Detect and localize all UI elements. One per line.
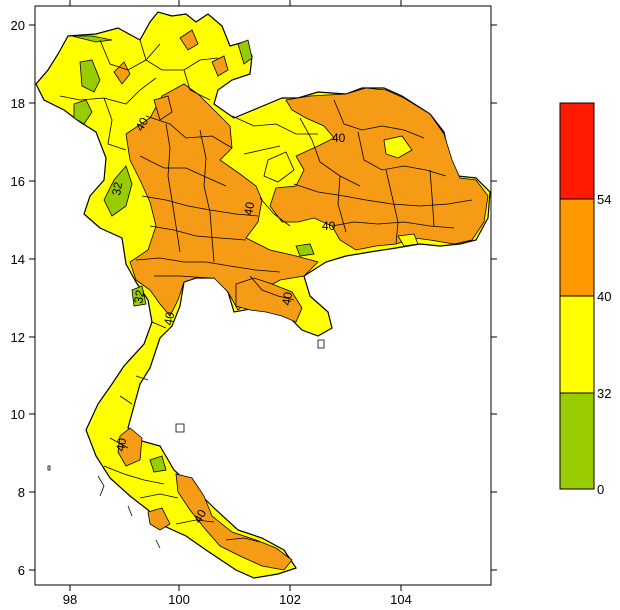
legend-label-0: 0 [597,482,604,497]
green-north [237,39,253,65]
y-tick-10: 10 [11,407,25,422]
legend-label-40: 40 [597,289,611,304]
legend-swatch-yellow [559,295,595,394]
x-tick-102: 102 [279,592,301,607]
green-south [149,455,167,473]
y-tick-12: 12 [11,330,25,345]
province-boundaries [59,39,473,543]
green-nw-1 [79,59,101,93]
map-frame [34,5,492,586]
green-top [71,35,113,43]
x-tick-100: 100 [168,592,190,607]
contour-label-3: 32 [109,181,125,197]
contour-label-8: 40 [322,219,336,233]
islands [47,339,325,549]
legend-swatch-orange [559,198,595,297]
legend-label-32: 32 [597,386,611,401]
y-tick-6: 6 [18,563,25,578]
north-orange-3 [211,55,229,77]
green-nw-2 [73,99,93,125]
contour-label-2: 40 [332,131,346,145]
legend-swatch-red [559,102,595,200]
contour-label-7: 40 [279,291,295,307]
green-west-2 [131,285,147,307]
north-orange-1 [113,61,131,85]
south-orange-3 [147,507,171,531]
y-tick-16: 16 [11,174,25,189]
contour-label-9: 40 [113,437,129,453]
x-tick-104: 104 [390,592,412,607]
contour-label-6: 40 [161,311,177,327]
east-orange [235,277,303,323]
contour-label-1: 40 [132,115,151,134]
x-tick-98: 98 [63,592,77,607]
contour-label-5: 32 [131,289,147,305]
contour-label-4: 40 [241,201,257,217]
northeast-orange [269,87,489,251]
contour-label-10: 40 [190,507,209,526]
yellow-holes [263,135,419,247]
south-orange-1 [117,427,143,467]
legend-swatch-green [559,392,595,490]
y-tick-14: 14 [11,252,25,267]
y-tick-18: 18 [11,96,25,111]
green-west [103,165,133,217]
green-regions [71,35,315,473]
y-tick-8: 8 [18,485,25,500]
y-axis-ticks [29,24,497,571]
north-orange-2 [179,29,199,51]
legend-colorbar [559,102,595,490]
northwest-orange [153,95,173,121]
green-ne [295,243,315,257]
legend-label-54: 54 [597,192,611,207]
x-axis-ticks [69,0,402,591]
y-tick-20: 20 [11,18,25,33]
